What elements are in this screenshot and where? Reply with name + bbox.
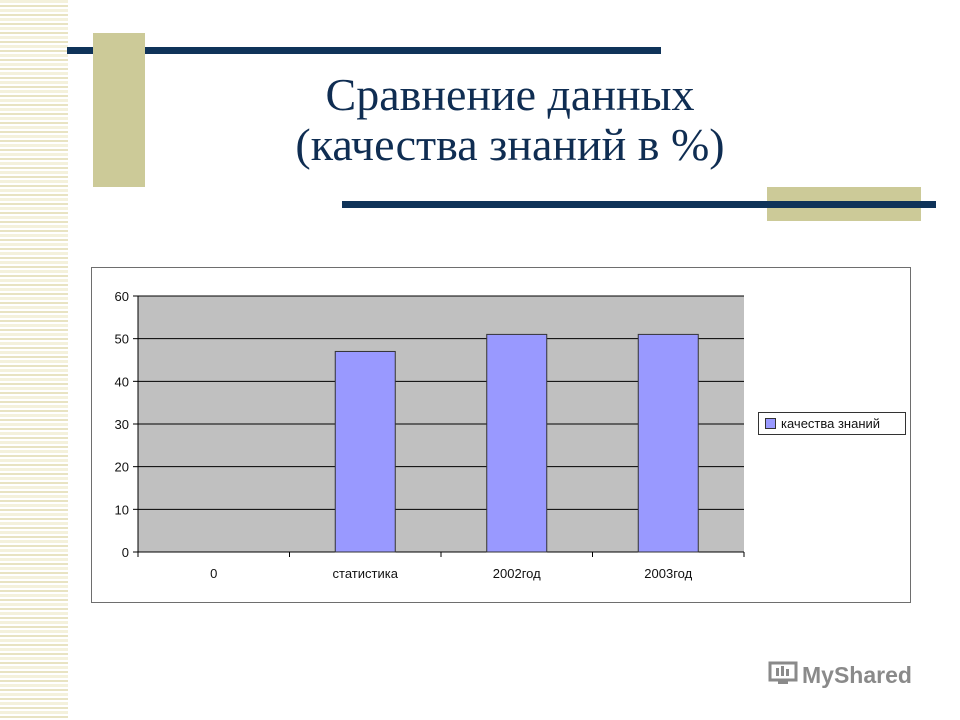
x-tick-label: статистика [333, 566, 399, 581]
projector-icon [768, 658, 798, 693]
x-tick-label: 2002год [493, 566, 541, 581]
bar [637, 333, 699, 553]
y-tick-label: 20 [115, 460, 129, 475]
legend-label: качества знаний [781, 416, 881, 431]
slide-title: Сравнение данных (качества знаний в %) [190, 70, 830, 170]
y-tick-label: 40 [115, 374, 129, 389]
decorative-stripe-band [0, 0, 68, 720]
slide-title-line-2: (качества знаний в %) [295, 119, 725, 170]
slide-title-line-1: Сравнение данных [325, 69, 695, 120]
watermark-text: MyShared [802, 661, 912, 688]
bottom-accent-line [342, 201, 936, 208]
top-accent-line [67, 47, 661, 54]
x-tick-label: 2003год [644, 566, 692, 581]
y-tick-label: 10 [115, 502, 129, 517]
y-tick-label: 60 [115, 289, 129, 304]
legend-swatch [765, 418, 776, 429]
y-tick-label: 30 [115, 417, 129, 432]
y-tick-label: 0 [122, 545, 129, 560]
x-tick-label: 0 [210, 566, 217, 581]
bar [334, 350, 396, 553]
bar-chart: 0 10 20 30 40 50 60 0 статистика 2002год 2003год [115, 289, 745, 581]
chart-frame: 0 10 20 30 40 50 60 0 статистика 2002год 2003год [91, 267, 911, 603]
bar [486, 333, 548, 553]
watermark: MyShared [768, 655, 912, 695]
left-accent-block [93, 33, 145, 187]
y-tick-label: 50 [115, 332, 129, 347]
chart-legend: качества знаний [758, 412, 906, 435]
